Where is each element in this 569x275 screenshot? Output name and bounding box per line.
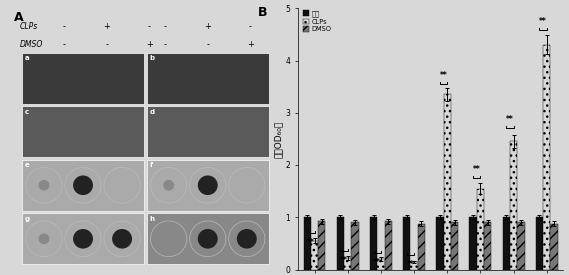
Text: c: c (24, 109, 29, 115)
Bar (444, 95, 451, 270)
Text: -: - (249, 22, 251, 31)
Text: -: - (63, 40, 66, 49)
Bar (543, 45, 550, 270)
Text: **: ** (539, 17, 547, 26)
Text: -: - (148, 22, 151, 31)
Bar (352, 222, 358, 270)
Text: DMSO: DMSO (19, 40, 43, 49)
Text: d: d (149, 109, 155, 115)
FancyBboxPatch shape (147, 53, 269, 104)
FancyBboxPatch shape (22, 213, 144, 264)
Circle shape (39, 180, 50, 191)
Bar (318, 221, 325, 270)
Bar (344, 258, 352, 270)
Text: **: ** (307, 238, 315, 247)
Text: a: a (24, 55, 29, 61)
Text: +: + (247, 40, 254, 49)
Bar (536, 217, 543, 270)
Text: -: - (164, 40, 167, 49)
FancyBboxPatch shape (147, 106, 269, 157)
Bar (477, 189, 484, 270)
FancyBboxPatch shape (147, 213, 269, 264)
Bar (517, 222, 525, 270)
Circle shape (73, 175, 93, 195)
Circle shape (198, 175, 218, 195)
Y-axis label: 相对OD₆₀値: 相对OD₆₀値 (274, 120, 283, 158)
Bar (469, 217, 477, 270)
Circle shape (73, 229, 93, 249)
Bar (502, 217, 510, 270)
Text: g: g (24, 216, 30, 222)
Text: **: ** (373, 258, 381, 267)
Text: B: B (258, 6, 267, 19)
Text: h: h (149, 216, 154, 222)
Circle shape (39, 233, 50, 244)
Text: -: - (105, 40, 109, 49)
Circle shape (163, 233, 174, 244)
Bar (436, 217, 444, 270)
FancyBboxPatch shape (22, 160, 144, 211)
Text: -: - (164, 22, 167, 31)
Text: +: + (146, 40, 153, 49)
Bar (377, 259, 385, 270)
Bar (304, 217, 311, 270)
Text: **: ** (340, 256, 348, 265)
Text: b: b (149, 55, 155, 61)
Text: +: + (204, 22, 211, 31)
Text: **: ** (506, 115, 514, 124)
Bar (451, 222, 458, 270)
Bar (418, 224, 425, 270)
Circle shape (112, 229, 132, 249)
Text: e: e (24, 162, 30, 168)
FancyBboxPatch shape (147, 160, 269, 211)
Text: CLPs: CLPs (19, 22, 38, 31)
Text: **: ** (440, 71, 447, 80)
Bar (403, 217, 410, 270)
FancyBboxPatch shape (22, 53, 144, 104)
Bar (484, 222, 492, 270)
Bar (550, 224, 558, 270)
Circle shape (198, 229, 218, 249)
Text: **: ** (406, 260, 414, 269)
Text: **: ** (473, 165, 481, 174)
Text: -: - (63, 22, 66, 31)
Bar (410, 262, 418, 270)
Bar (510, 141, 517, 270)
Circle shape (237, 229, 257, 249)
Bar (370, 217, 377, 270)
FancyBboxPatch shape (22, 106, 144, 157)
Bar (311, 241, 318, 270)
Text: f: f (149, 162, 152, 168)
Bar (337, 217, 344, 270)
Text: -: - (206, 40, 209, 49)
Legend: 对照, CLPs, DMSO: 对照, CLPs, DMSO (302, 9, 333, 34)
Bar (385, 221, 392, 270)
Text: +: + (104, 22, 110, 31)
Text: A: A (14, 11, 24, 24)
Circle shape (163, 180, 174, 191)
